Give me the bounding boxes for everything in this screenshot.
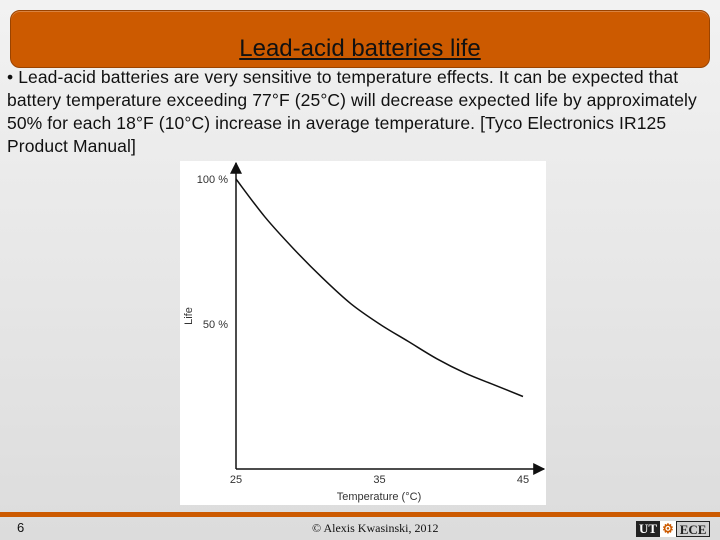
logo-ece-text: ECE <box>675 521 711 537</box>
y-tick-label: 50 % <box>203 319 228 331</box>
bullet-text: • Lead-acid batteries are very sensitive… <box>7 67 697 156</box>
gear-icon: ⚙ <box>660 521 676 537</box>
footer-divider <box>0 512 720 517</box>
x-tick-label: 25 <box>230 474 242 486</box>
life-curve-line <box>235 178 524 398</box>
slide-number: 6 <box>17 520 25 535</box>
x-axis-label: Temperature (°C) <box>337 491 421 503</box>
slide-title: Lead-acid batteries life <box>239 35 481 62</box>
y-tick-labels: 100 % 50 % <box>197 174 228 331</box>
ut-ece-logo: UT ⚙ ECE <box>636 521 711 537</box>
logo-ut-text: UT <box>636 521 661 537</box>
x-tick-label: 45 <box>517 474 529 486</box>
life-vs-temperature-chart: 25 35 45 100 % 50 % Temperature (°C) Life <box>180 161 546 505</box>
y-axis-label: Life <box>183 307 195 325</box>
y-tick-label: 100 % <box>197 174 228 186</box>
chart-svg: 25 35 45 100 % 50 % Temperature (°C) Life <box>183 161 546 503</box>
x-tick-label: 35 <box>373 474 385 486</box>
title-bar: Lead-acid batteries life <box>10 10 710 68</box>
x-tick-labels: 25 35 45 <box>230 474 529 486</box>
copyright-text: © Alexis Kwasinski, 2012 <box>312 521 439 535</box>
